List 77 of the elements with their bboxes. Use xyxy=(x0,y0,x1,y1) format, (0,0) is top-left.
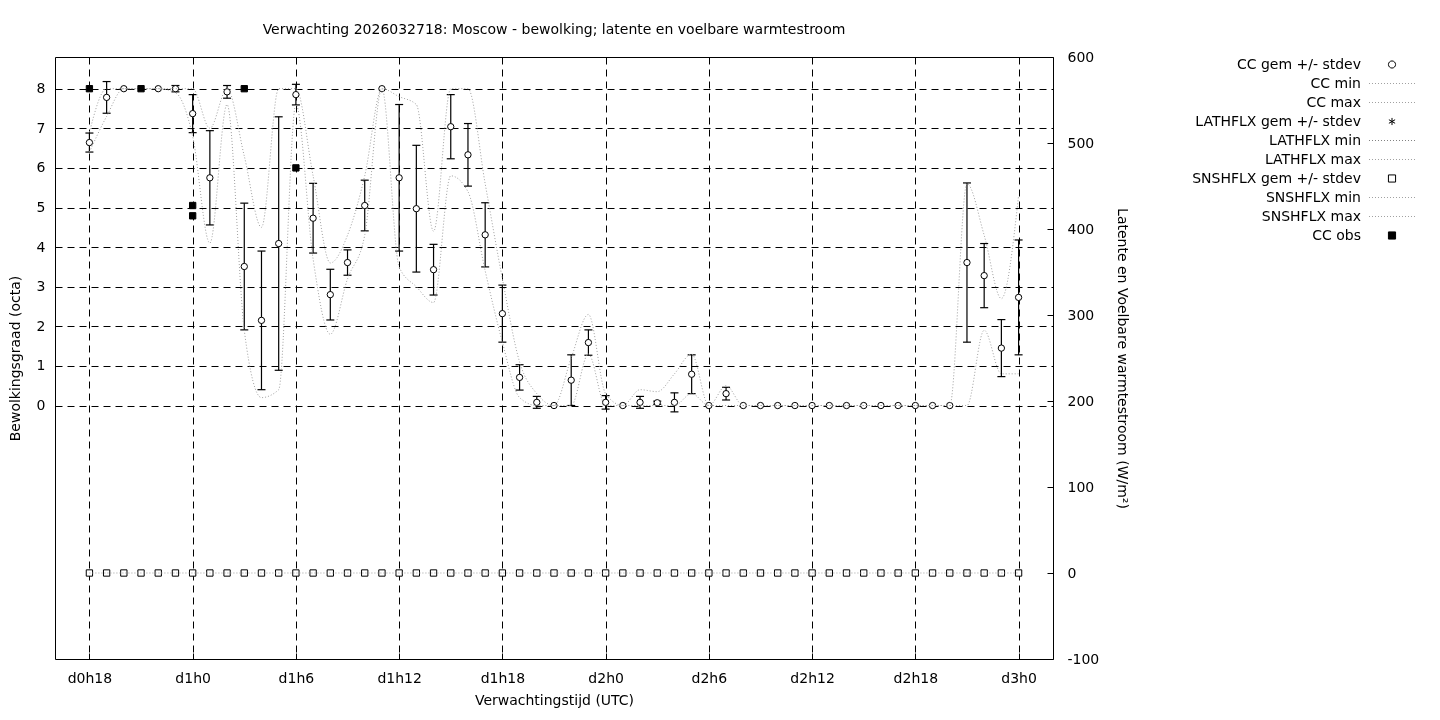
legend-label: LATHFLX min xyxy=(1269,131,1361,148)
legend-label: CC max xyxy=(1306,93,1361,110)
y-tick-label: 2 xyxy=(36,317,46,334)
point xyxy=(206,174,214,182)
y2-axis-title: Latente en Voelbare warmtestroom (W/m²) xyxy=(1115,208,1132,509)
legend-label: SNSHFLX min xyxy=(1265,188,1361,205)
point xyxy=(292,164,300,172)
legend-label: CC gem +/- stdev xyxy=(1236,55,1361,72)
x-tick-label: d1h0 xyxy=(175,669,211,686)
point xyxy=(240,85,248,93)
point xyxy=(257,316,266,325)
y-tick-label: 5 xyxy=(36,199,46,215)
point xyxy=(188,109,197,118)
point xyxy=(326,290,334,299)
x-tick-label: d1h6 xyxy=(278,669,315,686)
point xyxy=(1014,293,1023,302)
y2-tick-label: -100 xyxy=(1067,650,1100,667)
y-tick-label: 4 xyxy=(36,238,46,255)
point xyxy=(275,239,283,248)
x-tick-label: d2h18 xyxy=(893,669,939,686)
legend-label: SNSHFLX gem +/- stdev xyxy=(1192,169,1361,186)
y2-tick-label: 0 xyxy=(1067,564,1077,581)
y-tick-label: 6 xyxy=(36,159,46,176)
y-tick-label: 7 xyxy=(36,119,46,136)
point xyxy=(412,205,421,213)
point xyxy=(188,212,197,220)
point xyxy=(309,214,317,222)
legend-label: SNSHFLX max xyxy=(1261,207,1361,224)
point xyxy=(188,201,197,210)
point xyxy=(963,258,971,267)
point xyxy=(481,231,489,239)
point xyxy=(102,93,111,102)
point xyxy=(223,88,231,96)
chart-title: Verwachting 2026032718: Moscow - bewolking; latente en voelbare warmtestroom xyxy=(262,21,846,37)
point xyxy=(343,258,352,267)
point xyxy=(515,373,524,382)
point xyxy=(395,174,403,182)
y-axis-title: Bewolkingsgraad (octa) xyxy=(6,275,23,442)
x-axis-title: Verwachtingstijd (UTC) xyxy=(474,691,635,708)
y-tick-label: 3 xyxy=(36,278,46,295)
x-tick-label: d2h0 xyxy=(588,669,624,686)
point xyxy=(292,90,300,99)
point xyxy=(447,123,455,131)
x-tick-label: d3h0 xyxy=(1001,669,1037,686)
point xyxy=(85,85,94,93)
y2-tick-label: 200 xyxy=(1067,392,1095,409)
legend-label: CC min xyxy=(1310,74,1361,91)
point xyxy=(429,266,438,274)
point xyxy=(240,262,248,271)
point xyxy=(670,398,679,407)
x-tick-label: d1h18 xyxy=(480,669,526,686)
x-tick-label: d1h12 xyxy=(377,669,422,686)
point xyxy=(378,85,386,93)
y-tick-label: 1 xyxy=(36,357,46,374)
point xyxy=(85,138,94,147)
point xyxy=(997,344,1006,352)
y2-tick-label: 400 xyxy=(1067,220,1095,237)
legend-label: LATHFLX gem +/- stdev xyxy=(1195,112,1361,129)
x-tick-label: d2h12 xyxy=(790,669,835,686)
legend-label: LATHFLX max xyxy=(1264,150,1361,167)
x-tick-label: d0h18 xyxy=(67,669,113,686)
y2-tick-label: 100 xyxy=(1067,478,1095,495)
point xyxy=(584,338,593,347)
y2-tick-label: 600 xyxy=(1067,48,1095,65)
y-tick-label: 8 xyxy=(36,80,46,97)
point xyxy=(687,370,696,378)
y2-tick-label: 500 xyxy=(1067,134,1095,151)
y-tick-label: 0 xyxy=(36,397,46,414)
x-tick-label: d2h6 xyxy=(691,669,728,686)
point xyxy=(361,201,369,210)
point xyxy=(980,271,988,280)
point xyxy=(498,309,507,318)
legend-label: CC obs xyxy=(1312,226,1361,243)
y2-tick-label: 300 xyxy=(1067,306,1095,323)
point xyxy=(137,85,145,93)
point xyxy=(567,376,575,384)
point xyxy=(464,151,472,159)
